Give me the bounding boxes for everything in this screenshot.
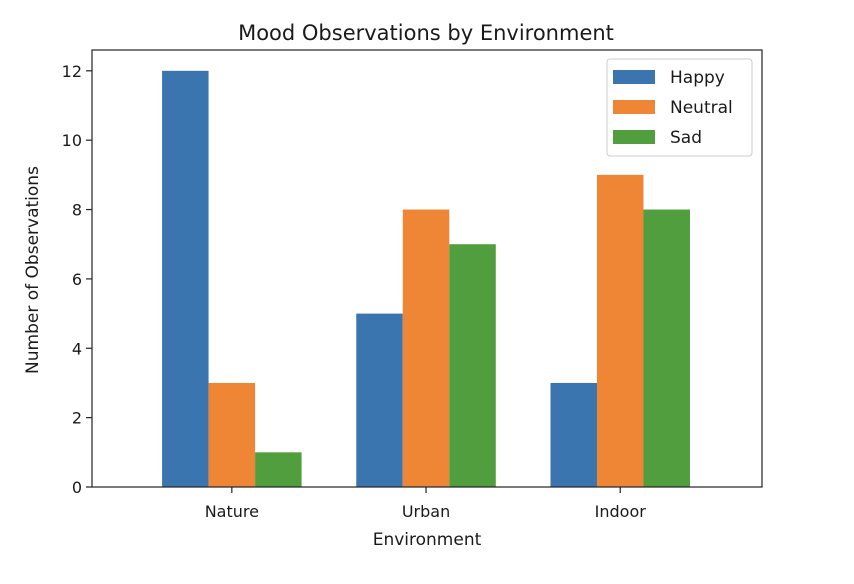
- bar-happy-nature: [162, 70, 209, 488]
- legend-swatch-happy: [613, 70, 655, 84]
- legend-swatch-neutral: [613, 100, 655, 114]
- bar-sad-urban: [449, 244, 496, 487]
- y-axis: 0 2 4 6 8 10 12: [62, 62, 92, 497]
- legend-label-sad: Sad: [670, 128, 702, 148]
- bar-sad-nature: [255, 452, 302, 487]
- bars-group: [162, 70, 690, 488]
- bar-neutral-indoor: [596, 174, 644, 487]
- y-tick-label: 4: [72, 339, 82, 358]
- bar-neutral-urban: [402, 209, 450, 488]
- bar-neutral-nature: [208, 382, 256, 487]
- y-tick-label: 10: [62, 131, 82, 150]
- y-tick-label: 6: [72, 270, 82, 289]
- x-axis: Nature Urban Indoor: [205, 487, 647, 521]
- bar-sad-indoor: [643, 209, 690, 488]
- legend: Happy Neutral Sad: [606, 58, 753, 157]
- y-tick-label: 2: [72, 409, 82, 428]
- bar-happy-urban: [356, 313, 403, 487]
- y-tick-label: 8: [72, 201, 82, 220]
- legend-label-neutral: Neutral: [670, 98, 733, 118]
- x-tick-label: Indoor: [595, 502, 647, 521]
- x-axis-label: Environment: [373, 530, 482, 550]
- plot-frame: [91, 49, 763, 488]
- bar-happy-indoor: [550, 382, 597, 487]
- y-axis-label: Number of Observations: [23, 166, 43, 374]
- y-tick-label: 0: [72, 478, 82, 497]
- y-tick-label: 12: [62, 62, 82, 81]
- legend-swatch-sad: [613, 130, 655, 144]
- x-tick-label: Nature: [205, 502, 259, 521]
- legend-label-happy: Happy: [670, 68, 725, 88]
- x-tick-label: Urban: [402, 502, 450, 521]
- chart-title: Mood Observations by Environment: [238, 21, 614, 45]
